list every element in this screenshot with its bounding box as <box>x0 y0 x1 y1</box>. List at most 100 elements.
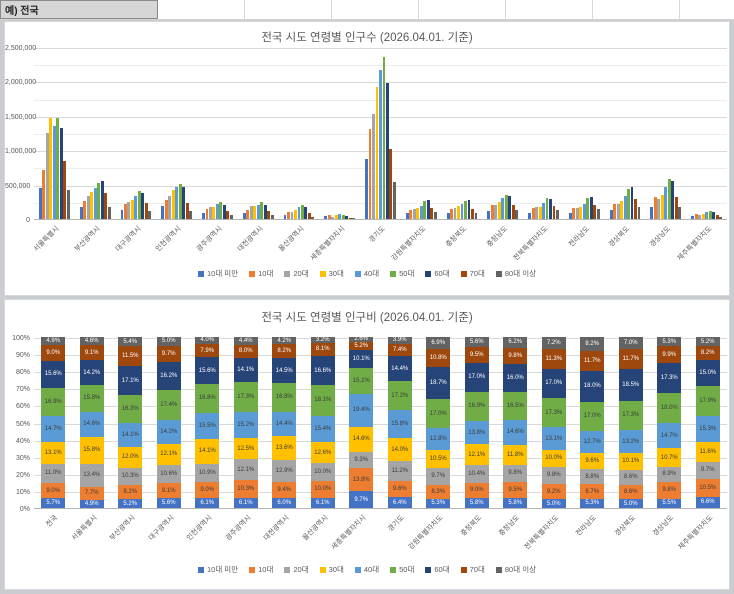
legend-item[interactable]: 30대 <box>319 566 344 574</box>
stacked-column[interactable]: 5.5% 9.8% 8.9% 10.7% 14.7% 18.0% 17.3% 9.9% 5.3% <box>657 337 682 508</box>
bar[interactable] <box>345 216 349 219</box>
bar[interactable] <box>412 208 416 219</box>
segment[interactable]: 12.8% <box>426 428 451 451</box>
segment[interactable]: 17.3% <box>541 397 566 428</box>
legend-item[interactable]: 50대 <box>390 566 414 574</box>
segment[interactable]: 10.4% <box>464 464 489 483</box>
bar[interactable] <box>698 214 702 219</box>
bar[interactable] <box>178 184 182 219</box>
legend-item[interactable]: 70대 <box>460 566 485 574</box>
bar[interactable] <box>494 204 498 219</box>
segment[interactable]: 14.7% <box>41 416 66 442</box>
segment[interactable]: 19.4% <box>349 393 374 427</box>
bar[interactable] <box>596 209 600 219</box>
bar[interactable] <box>307 212 311 219</box>
segment[interactable]: 16.8% <box>272 383 297 412</box>
segment[interactable]: 9.1% <box>156 482 181 499</box>
bar[interactable] <box>657 199 661 219</box>
segment[interactable]: 13.8% <box>464 420 489 445</box>
bar[interactable] <box>246 209 250 219</box>
segment[interactable]: 15.6% <box>41 360 66 388</box>
segment[interactable]: 18.0% <box>657 392 682 424</box>
stacked-column[interactable]: 5.7% 9.0% 11.0% 13.1% 14.7% 16.9% 15.6% 9.0% 4.9… <box>41 337 66 508</box>
bar[interactable] <box>405 213 409 219</box>
segment[interactable]: 8.2% <box>118 485 143 500</box>
bar[interactable] <box>148 210 152 219</box>
segment[interactable]: 14.4% <box>272 411 297 437</box>
bar[interactable] <box>694 214 698 219</box>
bar[interactable] <box>542 203 545 219</box>
segment[interactable]: 17.0% <box>541 368 566 398</box>
bar[interactable] <box>189 210 193 219</box>
bar[interactable] <box>490 205 494 219</box>
bar[interactable] <box>691 216 695 219</box>
bar[interactable] <box>667 179 671 219</box>
bar[interactable] <box>144 203 148 219</box>
segment[interactable]: 10.3% <box>118 467 143 486</box>
segment[interactable]: 16.9% <box>41 387 66 417</box>
segment[interactable]: 4.2% <box>272 337 297 345</box>
bar[interactable] <box>229 214 233 219</box>
bar[interactable] <box>589 197 593 219</box>
stacked-column[interactable]: 5.8% 9.0% 10.4% 12.1% 13.8% 16.9% 17.0% 9.5% 5.6… <box>464 337 489 508</box>
segment[interactable]: 15.2% <box>233 411 258 438</box>
segment[interactable]: 17.2% <box>387 381 412 411</box>
segment[interactable]: 7.4% <box>387 343 412 357</box>
segment[interactable]: 12.6% <box>310 441 335 464</box>
bar[interactable] <box>433 211 437 219</box>
segment[interactable]: 4.9% <box>79 499 104 508</box>
segment[interactable]: 15.8% <box>79 384 104 412</box>
segment[interactable]: 9.3% <box>349 451 374 468</box>
segment[interactable]: 5.6% <box>464 337 489 347</box>
bar[interactable] <box>311 216 315 219</box>
segment[interactable]: 5.2% <box>118 499 143 508</box>
segment[interactable]: 16.3% <box>118 395 143 423</box>
bar[interactable] <box>538 207 542 219</box>
bar[interactable] <box>83 200 87 219</box>
legend-item[interactable]: 40대 <box>354 270 379 278</box>
spreadsheet-cell[interactable] <box>506 0 593 19</box>
segment[interactable]: 14.0% <box>387 437 412 462</box>
segment[interactable]: 2.6% <box>349 336 374 342</box>
bar[interactable] <box>586 198 590 219</box>
segment[interactable]: 10.0% <box>310 480 335 498</box>
bar[interactable] <box>297 207 301 219</box>
segment[interactable]: 10.0% <box>541 449 566 467</box>
bar[interactable] <box>334 215 338 219</box>
stacked-column[interactable]: 6.6% 10.5% 9.7% 11.6% 15.3% 17.9% 15.0% 8.2% 5.2… <box>695 337 720 508</box>
bar[interactable] <box>130 199 134 219</box>
bar[interactable] <box>623 196 627 219</box>
segment[interactable]: 17.3% <box>657 363 682 393</box>
segment[interactable]: 5.7% <box>41 498 66 508</box>
segment[interactable]: 12.9% <box>272 459 297 482</box>
bar[interactable] <box>270 214 274 219</box>
segment[interactable]: 17.3% <box>618 400 643 431</box>
segment[interactable]: 9.0% <box>41 482 66 499</box>
segment[interactable]: 9.5% <box>464 346 489 363</box>
segment[interactable]: 6.0% <box>272 497 297 508</box>
segment[interactable]: 11.7% <box>618 349 643 370</box>
bar[interactable] <box>464 200 467 219</box>
segment[interactable]: 12.7% <box>580 430 605 453</box>
bar[interactable] <box>719 216 722 219</box>
segment[interactable]: 14.5% <box>272 358 297 384</box>
segment[interactable]: 10.5% <box>426 450 451 469</box>
bar[interactable] <box>63 160 67 219</box>
segment[interactable]: 9.8% <box>503 465 528 482</box>
bar[interactable] <box>294 209 297 219</box>
bar[interactable] <box>531 208 535 219</box>
bar[interactable] <box>549 198 552 219</box>
segment[interactable]: 8.2% <box>272 344 297 359</box>
bar[interactable] <box>205 209 209 219</box>
segment[interactable]: 8.1% <box>310 342 335 357</box>
bar[interactable] <box>93 187 97 219</box>
segment[interactable]: 11.2% <box>387 461 412 481</box>
bar[interactable] <box>161 206 165 219</box>
segment[interactable]: 18.5% <box>618 369 643 401</box>
segment[interactable]: 6.6% <box>695 496 720 508</box>
bar[interactable] <box>650 206 654 219</box>
bar[interactable] <box>222 205 226 219</box>
bar[interactable] <box>215 204 219 219</box>
segment[interactable]: 8.8% <box>580 469 605 485</box>
bar[interactable] <box>497 201 501 219</box>
